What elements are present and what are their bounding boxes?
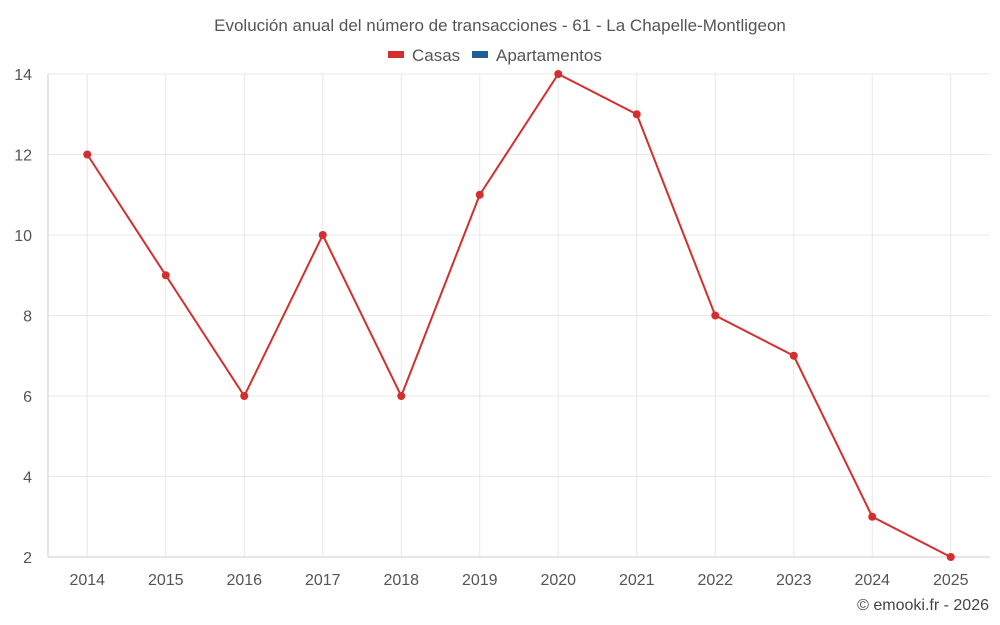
data-point-casas-2019[interactable] [475,190,484,199]
chart-title: Evolución anual del número de transaccio… [214,16,786,35]
legend-item-apartamentos[interactable]: Apartamentos [472,46,602,65]
x-tick-label: 2024 [854,572,890,589]
x-tick-label: 2025 [933,572,969,589]
data-point-casas-2025[interactable] [946,553,955,561]
data-point-casas-2015[interactable] [161,271,170,280]
y-tick-label: 6 [23,389,32,406]
x-tick-label: 2015 [148,572,184,589]
x-tick-label: 2020 [540,572,576,589]
x-tick-label: 2014 [69,572,105,589]
x-axis-ticks: 2014 2015 2016 2017 2018 2019 2020 2021 2022 2023… [69,572,968,589]
legend: Casas Apartamentos [388,46,602,65]
y-tick-label: 4 [23,470,32,487]
series [83,70,955,561]
x-tick-label: 2017 [305,572,341,589]
y-tick-label: 2 [23,550,32,567]
data-point-casas-2024[interactable] [868,512,877,521]
credit-text: © emooki.fr - 2026 [857,597,989,614]
data-point-casas-2017[interactable] [318,231,327,239]
legend-swatch-casas [388,51,404,58]
x-tick-label: 2022 [697,572,733,589]
data-point-casas-2014[interactable] [83,150,92,159]
x-tick-label: 2016 [226,572,262,589]
legend-label-apartamentos: Apartamentos [496,46,602,65]
data-point-casas-2023[interactable] [789,351,798,360]
y-tick-label: 10 [14,228,32,245]
legend-item-casas[interactable]: Casas [388,46,460,65]
x-tick-label: 2021 [619,572,655,589]
legend-label-casas: Casas [412,46,460,65]
data-point-casas-2022[interactable] [711,311,720,320]
axes [47,74,990,558]
data-point-casas-2018[interactable] [397,392,406,400]
y-tick-label: 14 [14,67,32,84]
data-point-casas-2021[interactable] [632,110,641,119]
x-tick-label: 2023 [776,572,812,589]
series-line-casas [86,73,952,558]
legend-swatch-apartamentos [472,51,488,58]
y-tick-label: 8 [23,309,32,326]
x-tick-label: 2019 [462,572,498,589]
data-point-casas-2020[interactable] [554,70,563,78]
data-point-casas-2016[interactable] [240,392,249,400]
y-tick-label: 12 [14,148,32,165]
x-tick-label: 2018 [383,572,419,589]
grid [48,73,990,557]
y-axis-ticks: 14 12 10 8 6 4 2 [14,67,32,567]
